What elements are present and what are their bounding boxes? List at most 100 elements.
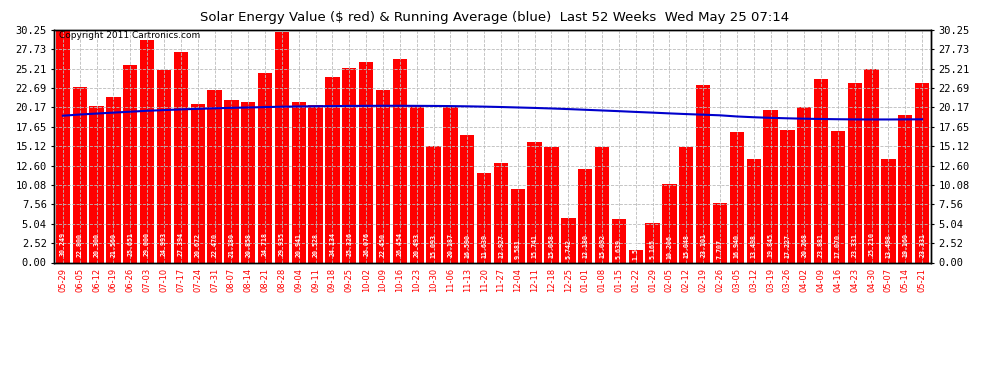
Text: 01-29: 01-29 (648, 268, 657, 292)
Text: 15.093: 15.093 (431, 234, 437, 258)
Text: 15.092: 15.092 (599, 234, 605, 258)
Bar (72, 87, 87, 262)
Bar (612, 219, 626, 262)
Text: 09-25: 09-25 (345, 268, 353, 292)
Text: 22.450: 22.450 (380, 233, 386, 257)
Text: 12-25: 12-25 (564, 268, 573, 292)
Bar (292, 102, 306, 262)
Bar (561, 218, 575, 262)
Text: 23.331: 23.331 (919, 232, 926, 256)
Text: 29.000: 29.000 (145, 232, 150, 256)
Text: 20.268: 20.268 (801, 233, 807, 257)
Text: 5.639: 5.639 (616, 239, 622, 260)
Text: 09-04: 09-04 (294, 268, 303, 292)
Text: 07-24: 07-24 (193, 268, 202, 292)
Text: 08-21: 08-21 (260, 268, 269, 292)
Text: 17.070: 17.070 (835, 234, 841, 258)
Bar (140, 40, 154, 262)
Text: 26.454: 26.454 (397, 232, 403, 256)
Text: 23.881: 23.881 (818, 232, 824, 256)
Text: 07-03: 07-03 (143, 268, 151, 292)
Text: 19.160: 19.160 (902, 233, 909, 257)
Bar (427, 147, 441, 262)
Text: 25.651: 25.651 (128, 232, 134, 256)
Bar (881, 159, 896, 262)
Text: 02-26: 02-26 (716, 268, 725, 292)
Text: 11-27: 11-27 (496, 268, 506, 292)
Text: 1.577: 1.577 (633, 240, 639, 260)
Bar (89, 106, 104, 262)
Bar (763, 110, 778, 262)
Text: 12.180: 12.180 (582, 234, 588, 258)
Text: 09-18: 09-18 (328, 268, 337, 292)
Text: 20.300: 20.300 (94, 233, 100, 257)
Bar (343, 68, 356, 262)
Text: 04-23: 04-23 (850, 268, 859, 292)
Text: 15.058: 15.058 (548, 234, 554, 258)
Text: 19.845: 19.845 (767, 233, 773, 257)
Bar (123, 65, 138, 262)
Bar (746, 159, 761, 262)
Text: 07-17: 07-17 (176, 268, 185, 292)
Text: 01-01: 01-01 (581, 268, 590, 292)
Text: 12.927: 12.927 (498, 234, 504, 258)
Text: 01-15: 01-15 (615, 268, 624, 292)
Text: Solar Energy Value ($ red) & Running Average (blue)  Last 52 Weeks  Wed May 25 0: Solar Energy Value ($ red) & Running Ave… (200, 11, 790, 24)
Text: 03-19: 03-19 (766, 268, 775, 292)
Text: 23.331: 23.331 (851, 232, 857, 256)
Text: 06-05: 06-05 (75, 268, 84, 292)
Text: 12-11: 12-11 (531, 268, 540, 292)
Bar (460, 135, 474, 262)
Text: 15.741: 15.741 (532, 234, 538, 258)
Text: 03-12: 03-12 (749, 268, 758, 292)
Text: 20.528: 20.528 (313, 233, 319, 257)
Bar (662, 184, 676, 262)
Bar (477, 173, 491, 262)
Text: 24.134: 24.134 (330, 232, 336, 256)
Text: 06-26: 06-26 (126, 268, 135, 292)
Bar (444, 107, 457, 262)
Bar (544, 147, 558, 262)
Bar (696, 85, 710, 262)
Text: 21.560: 21.560 (111, 233, 117, 257)
Bar (511, 189, 525, 262)
Text: 26.076: 26.076 (363, 232, 369, 256)
Text: 08-07: 08-07 (227, 268, 236, 292)
Bar (864, 69, 879, 262)
Text: 7.707: 7.707 (717, 239, 723, 259)
Bar (730, 132, 744, 262)
Bar (393, 59, 407, 262)
Bar (797, 107, 812, 262)
Text: 08-14: 08-14 (244, 268, 252, 292)
Text: 12-04: 12-04 (513, 268, 523, 292)
Text: 22.800: 22.800 (76, 233, 83, 257)
Bar (780, 130, 795, 262)
Text: 05-29: 05-29 (58, 268, 67, 292)
Bar (156, 70, 171, 262)
Text: 20.187: 20.187 (447, 233, 453, 257)
Text: 23.101: 23.101 (700, 232, 706, 256)
Text: 04-09: 04-09 (817, 268, 826, 292)
Bar (814, 79, 829, 262)
Bar (190, 104, 205, 262)
Bar (224, 100, 239, 262)
Text: 9.581: 9.581 (515, 239, 521, 259)
Text: 03-05: 03-05 (733, 268, 742, 292)
Text: 27.394: 27.394 (178, 232, 184, 256)
Text: 04-16: 04-16 (834, 268, 842, 292)
Bar (275, 32, 289, 262)
Bar (258, 72, 272, 262)
Text: 07-10: 07-10 (159, 268, 168, 292)
Text: Copyright 2011 Cartronics.com: Copyright 2011 Cartronics.com (58, 31, 200, 40)
Text: 11.639: 11.639 (481, 234, 487, 258)
Bar (645, 223, 659, 262)
Text: 05-14: 05-14 (901, 268, 910, 292)
Text: 13.498: 13.498 (750, 234, 756, 258)
Text: 11-13: 11-13 (462, 268, 472, 292)
Text: 10-16: 10-16 (395, 268, 404, 292)
Text: 21.180: 21.180 (229, 233, 235, 257)
Bar (528, 141, 542, 262)
Text: 10.206: 10.206 (666, 235, 672, 259)
Text: 16.590: 16.590 (464, 234, 470, 258)
Bar (679, 147, 693, 262)
